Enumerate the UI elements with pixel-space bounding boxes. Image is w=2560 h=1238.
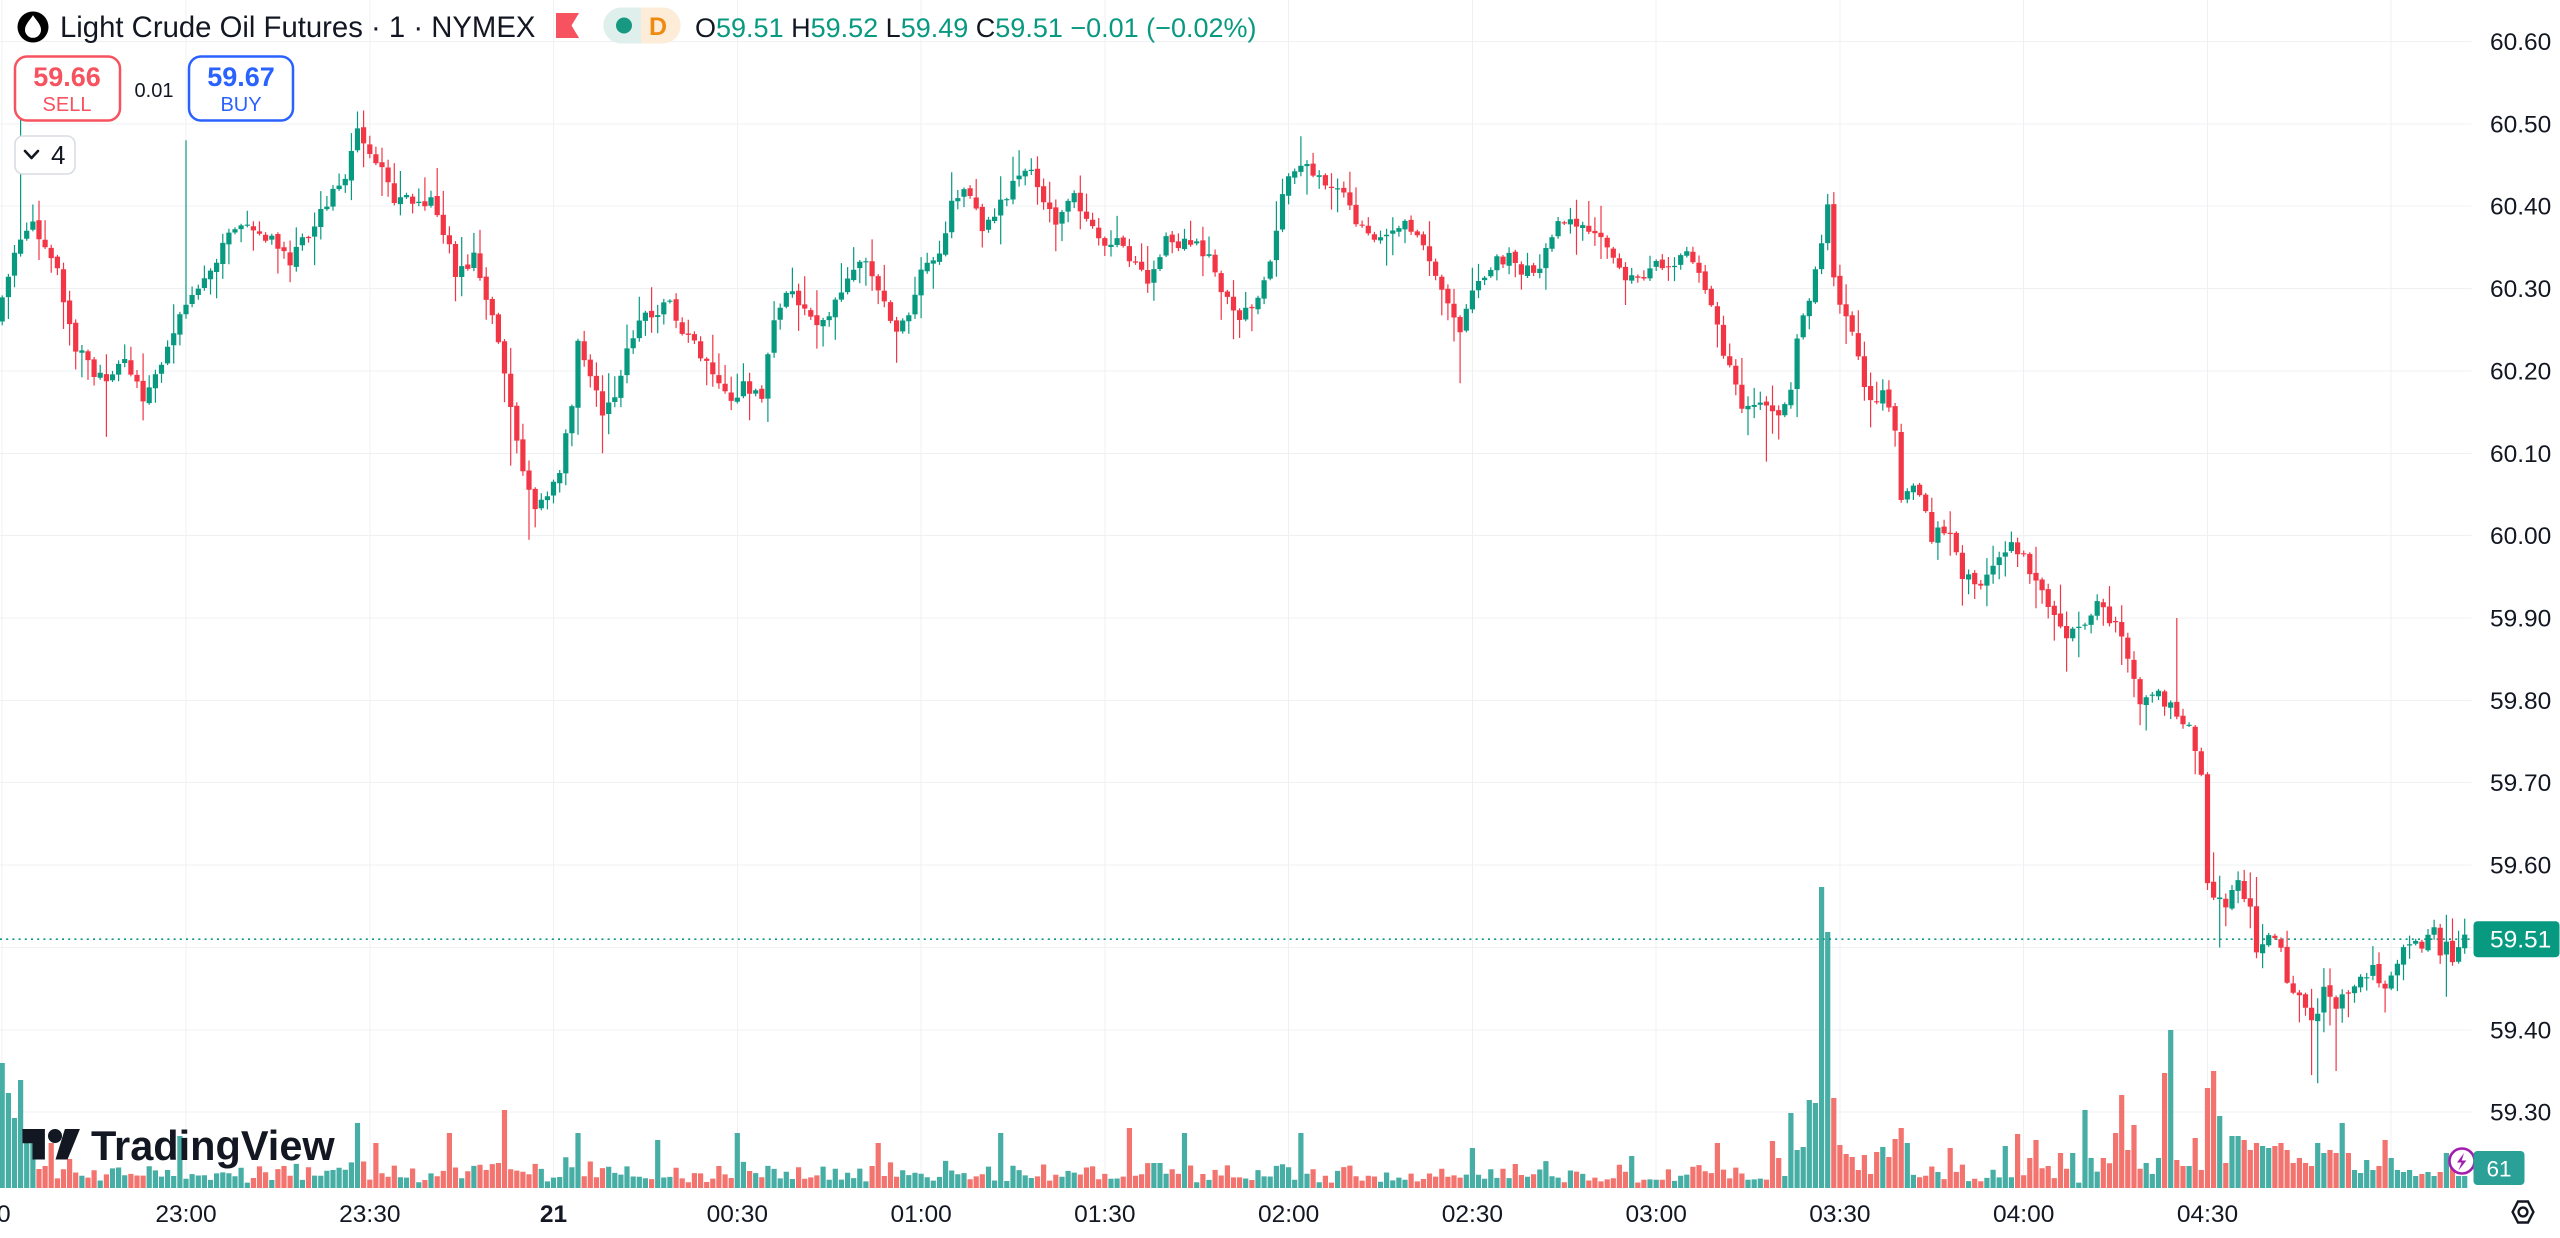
svg-text:00:30: 00:30 [707,1201,768,1228]
svg-text:59.40: 59.40 [2490,1017,2551,1044]
svg-text:59.66: 59.66 [33,62,101,92]
svg-text:60.10: 60.10 [2490,441,2551,468]
svg-text:59.30: 59.30 [2490,1100,2551,1127]
svg-text:21: 21 [540,1201,567,1228]
svg-text:59.67: 59.67 [207,62,275,92]
svg-text:60.40: 60.40 [2490,194,2551,221]
svg-text:O59.51 H59.52 L59.49 C59.51 −0: O59.51 H59.52 L59.49 C59.51 −0.01 (−0.02… [695,13,1257,43]
svg-text:04:00: 04:00 [1993,1201,2054,1228]
svg-text:60.30: 60.30 [2490,276,2551,303]
svg-text:60.20: 60.20 [2490,358,2551,385]
svg-text:59.80: 59.80 [2490,688,2551,715]
svg-text:23:30: 23:30 [339,1201,400,1228]
svg-text:01:30: 01:30 [1074,1201,1135,1228]
svg-text:59.70: 59.70 [2490,770,2551,797]
svg-text:61: 61 [2486,1157,2511,1182]
svg-text:60.50: 60.50 [2490,111,2551,138]
svg-text:23:00: 23:00 [155,1201,216,1228]
svg-text:SELL: SELL [43,94,92,116]
svg-text:03:00: 03:00 [1626,1201,1687,1228]
svg-text:01:00: 01:00 [890,1201,951,1228]
svg-text:59.90: 59.90 [2490,606,2551,633]
svg-text:Light Crude Oil Futures · 1 ·: Light Crude Oil Futures · 1 · NYMEX [60,11,535,44]
svg-text:22:30: 22:30 [0,1201,11,1228]
svg-text:4: 4 [51,140,65,170]
svg-text:02:30: 02:30 [1442,1201,1503,1228]
svg-text:02:00: 02:00 [1258,1201,1319,1228]
svg-text:60.00: 60.00 [2490,523,2551,550]
svg-text:59.51: 59.51 [2490,927,2551,954]
svg-text:59.60: 59.60 [2490,853,2551,880]
svg-text:60.60: 60.60 [2490,29,2551,56]
svg-text:D: D [649,13,667,41]
svg-text:BUY: BUY [220,94,261,116]
svg-text:03:30: 03:30 [1809,1201,1870,1228]
svg-text:0.01: 0.01 [135,80,174,102]
svg-text:04:30: 04:30 [2177,1201,2238,1228]
svg-text:TradingView: TradingView [91,1122,335,1169]
